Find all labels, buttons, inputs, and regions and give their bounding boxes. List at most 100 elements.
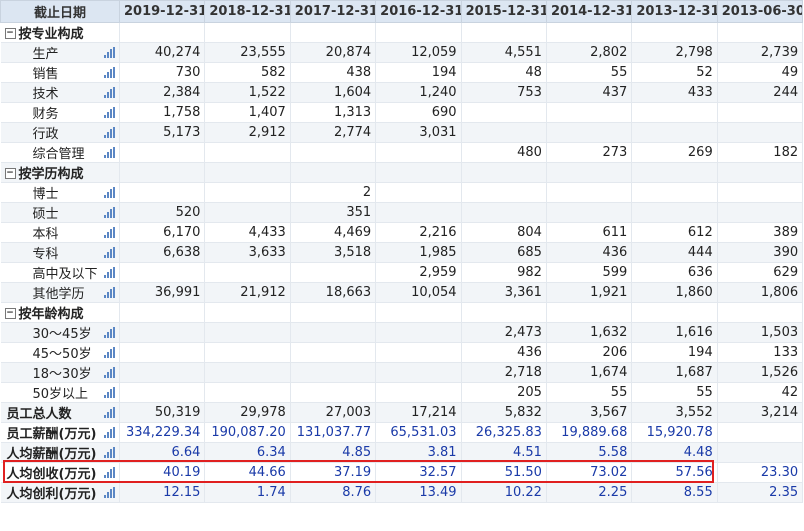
value-cell: 133 xyxy=(717,342,804,363)
value-cell: 4,469 xyxy=(290,222,377,243)
bar-chart-icon[interactable] xyxy=(103,187,115,199)
bar-chart-icon[interactable] xyxy=(103,327,115,339)
bar-chart-icon[interactable] xyxy=(103,87,115,99)
value-cell: 44.66 xyxy=(204,462,291,483)
row-label: 行政 xyxy=(0,122,120,143)
value-cell xyxy=(119,262,206,283)
value-cell: 1,604 xyxy=(290,82,377,103)
value-cell xyxy=(461,202,547,223)
row-label-text: 18～30岁 xyxy=(32,367,92,382)
table-row: 行政 5,173 2,912 2,774 3,031 xyxy=(0,122,804,143)
value-cell: 1,806 xyxy=(717,282,804,303)
row-label-text: 50岁以上 xyxy=(32,387,89,402)
date-column-header[interactable]: 2018-12-31 xyxy=(204,0,291,23)
bar-chart-icon[interactable] xyxy=(103,347,115,359)
value-cell: 65,531.03 xyxy=(375,422,462,443)
row-label: 45～50岁 xyxy=(0,342,120,363)
row-label: 综合管理 xyxy=(0,142,120,163)
bar-chart-icon[interactable] xyxy=(103,427,115,439)
date-column-header[interactable]: 2015-12-31 xyxy=(460,0,547,23)
value-cell: 3,633 xyxy=(204,242,291,263)
date-column-header[interactable]: 2013-06-30 xyxy=(716,0,804,23)
bar-chart-icon[interactable] xyxy=(103,227,115,239)
collapse-toggle-icon[interactable]: − xyxy=(4,308,16,319)
value-cell: 730 xyxy=(119,62,206,83)
bar-chart-icon[interactable] xyxy=(103,247,115,259)
bar-chart-icon[interactable] xyxy=(103,467,115,479)
value-cell: 389 xyxy=(717,222,804,243)
value-cell xyxy=(290,382,377,403)
value-cell: 1,240 xyxy=(375,82,462,103)
value-cell: 55 xyxy=(546,62,633,83)
value-cell xyxy=(631,22,718,43)
bar-chart-icon[interactable] xyxy=(103,127,115,139)
bar-chart-icon[interactable] xyxy=(103,147,115,159)
value-cell xyxy=(375,302,462,323)
value-cell xyxy=(119,382,206,403)
row-label-text: 按学历构成 xyxy=(18,167,84,182)
row-label: 人均创收(万元) xyxy=(0,462,120,483)
value-cell xyxy=(717,302,804,323)
value-cell xyxy=(290,342,377,363)
bar-chart-icon[interactable] xyxy=(103,67,115,79)
bar-chart-icon[interactable] xyxy=(103,387,115,399)
table-row: 专科 6,638 3,633 3,518 1,985 685 436 444 390 xyxy=(0,242,804,263)
row-label-text: 人均薪酬(万元) xyxy=(6,447,97,462)
row-label-text: 员工薪酬(万元) xyxy=(6,427,97,442)
date-column-header[interactable]: 2017-12-31 xyxy=(289,0,377,23)
row-label-text: 本科 xyxy=(32,227,59,242)
table-row: 员工总人数 50,319 29,978 27,003 17,214 5,832 3,567 3… xyxy=(0,402,804,423)
value-cell xyxy=(119,162,206,183)
value-cell xyxy=(375,22,462,43)
row-label: 硕士 xyxy=(0,202,120,223)
bar-chart-icon[interactable] xyxy=(103,287,115,299)
value-cell xyxy=(204,322,291,343)
row-label[interactable]: − 按年龄构成 xyxy=(0,302,120,323)
collapse-toggle-icon[interactable]: − xyxy=(4,168,16,179)
value-cell xyxy=(546,302,633,323)
date-header-label[interactable]: 截止日期 xyxy=(0,0,120,23)
row-label: 技术 xyxy=(0,82,120,103)
bar-chart-icon[interactable] xyxy=(103,367,115,379)
bar-chart-icon[interactable] xyxy=(103,407,115,419)
row-label-text: 销售 xyxy=(32,67,59,82)
table-row: 销售 730 582 438 194 48 55 52 49 xyxy=(0,62,804,83)
value-cell: 19,889.68 xyxy=(546,422,633,443)
value-cell: 1,687 xyxy=(631,362,718,383)
value-cell xyxy=(546,22,633,43)
value-cell: 3,361 xyxy=(461,282,547,303)
value-cell xyxy=(290,302,377,323)
date-column-header[interactable]: 2014-12-31 xyxy=(545,0,633,23)
value-cell xyxy=(375,342,462,363)
value-cell: 629 xyxy=(717,262,804,283)
value-cell xyxy=(461,122,547,143)
value-cell: 3,518 xyxy=(290,242,377,263)
value-cell xyxy=(546,162,633,183)
section-row: − 按专业构成 xyxy=(0,22,804,43)
value-cell: 52 xyxy=(631,62,718,83)
row-label[interactable]: − 按学历构成 xyxy=(0,162,120,183)
row-label[interactable]: − 按专业构成 xyxy=(0,22,120,43)
date-column-header[interactable]: 2019-12-31 xyxy=(118,0,206,23)
row-label-text: 人均创收(万元) xyxy=(6,467,97,482)
collapse-toggle-icon[interactable]: − xyxy=(4,28,16,39)
bar-chart-icon[interactable] xyxy=(103,107,115,119)
value-cell: 4.48 xyxy=(631,442,718,463)
value-cell: 17,214 xyxy=(375,402,462,423)
value-cell: 27,003 xyxy=(290,402,377,423)
value-cell xyxy=(375,322,462,343)
table-row: 其他学历 36,991 21,912 18,663 10,054 3,361 1,921 1,… xyxy=(0,282,804,303)
bar-chart-icon[interactable] xyxy=(103,447,115,459)
value-cell: 8.76 xyxy=(290,482,377,503)
value-cell: 2,384 xyxy=(119,82,206,103)
row-label-text: 人均创利(万元) xyxy=(6,487,97,502)
bar-chart-icon[interactable] xyxy=(103,487,115,499)
bar-chart-icon[interactable] xyxy=(103,207,115,219)
bar-chart-icon[interactable] xyxy=(103,267,115,279)
date-column-header[interactable]: 2016-12-31 xyxy=(375,0,462,23)
value-cell: 5,832 xyxy=(461,402,547,423)
value-cell: 36,991 xyxy=(119,282,206,303)
value-cell: 4,551 xyxy=(461,42,547,63)
date-column-header[interactable]: 2013-12-31 xyxy=(631,0,718,23)
bar-chart-icon[interactable] xyxy=(103,47,115,59)
